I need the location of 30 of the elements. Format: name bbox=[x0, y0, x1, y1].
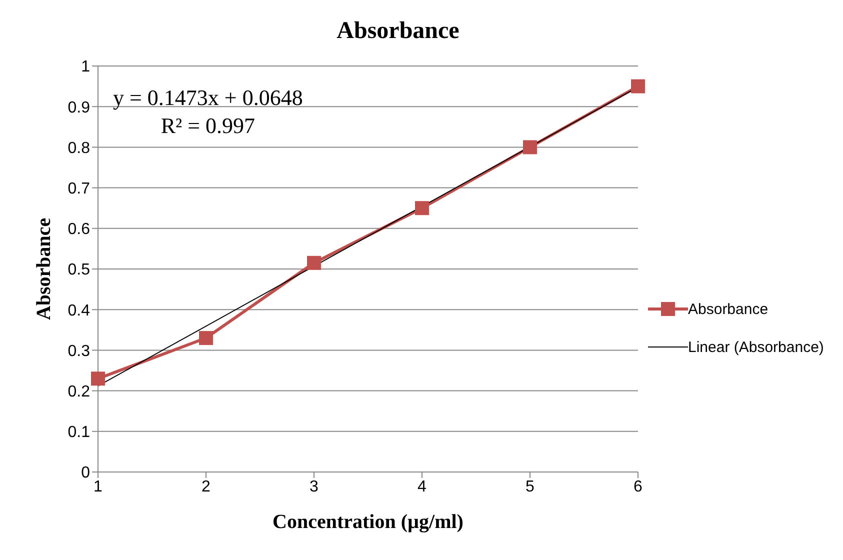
y-tick-label: 0.3 bbox=[68, 342, 90, 360]
y-tick-label: 0.8 bbox=[68, 140, 90, 157]
point bbox=[523, 140, 537, 154]
legend-label: Absorbance bbox=[688, 300, 768, 318]
y-tick-label: 0.5 bbox=[68, 262, 90, 279]
y-tick-label: 0.9 bbox=[68, 99, 90, 116]
y-axis-title: Absorbance bbox=[33, 218, 56, 320]
y-tick-label: 0.6 bbox=[68, 221, 90, 238]
point bbox=[307, 256, 321, 270]
y-tick-label: 0.1 bbox=[68, 424, 90, 442]
point bbox=[91, 372, 105, 386]
y-tick-label: 1 bbox=[81, 58, 90, 76]
legend-label: Linear (Absorbance) bbox=[688, 338, 824, 356]
chart-title: Absorbance bbox=[336, 18, 460, 45]
annotation: R² = 0.997 bbox=[160, 112, 256, 140]
x-tick-label: 6 bbox=[634, 478, 643, 496]
x-tick-label: 4 bbox=[418, 478, 427, 496]
point bbox=[199, 331, 213, 346]
x-tick-label: 5 bbox=[526, 478, 535, 496]
x-tick-label: 1 bbox=[94, 478, 103, 496]
x-tick-label: 3 bbox=[310, 478, 319, 496]
y-tick-label: 0.2 bbox=[68, 383, 90, 400]
point bbox=[631, 79, 645, 94]
y-tick-label: 0.7 bbox=[68, 180, 90, 198]
x-tick-label: 2 bbox=[202, 478, 211, 496]
y-tick-label: 0.4 bbox=[68, 302, 90, 320]
y-tick-label: 0 bbox=[81, 464, 90, 482]
annotation: y = 0.1473x + 0.0648 bbox=[113, 84, 303, 112]
point bbox=[415, 201, 429, 216]
x-axis-title: Concentration (µg/ml) bbox=[272, 511, 464, 534]
